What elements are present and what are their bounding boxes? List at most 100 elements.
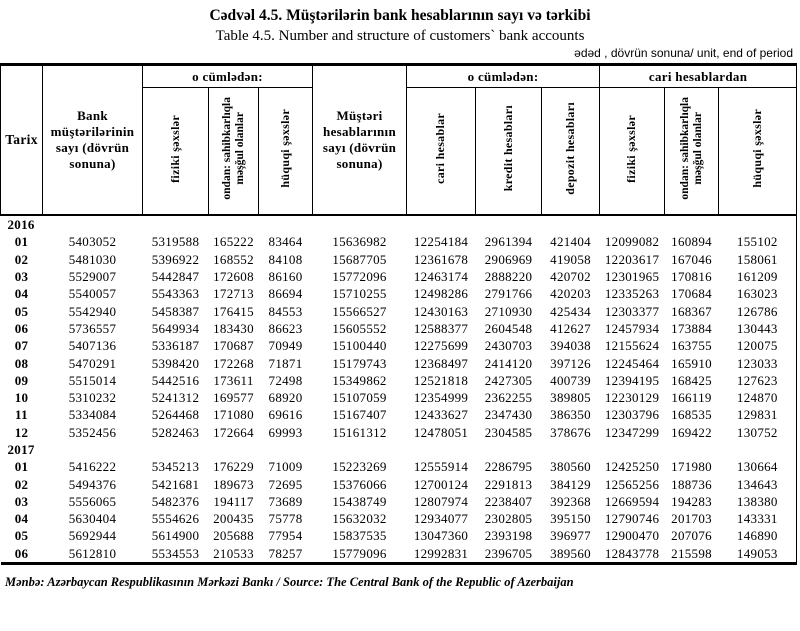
data-cell: 172664	[213, 424, 254, 440]
data-cell: 12230129	[604, 390, 660, 406]
data-cell: 421404	[550, 234, 591, 250]
data-cell: 15223269	[332, 459, 387, 475]
data-cell: 5482376	[151, 493, 200, 509]
data-cell: 2362255	[484, 390, 533, 406]
data-cell: 15100440	[332, 338, 387, 354]
data-cell: 188736	[671, 476, 712, 492]
column-header-individuals-2: fiziki şəxslər	[599, 87, 666, 216]
data-cell: 12254184	[413, 234, 469, 250]
data-cell: 194283	[671, 493, 712, 509]
data-cell: 5515014	[68, 372, 117, 388]
data-cell: 5554626	[151, 511, 200, 527]
data-cell: 78257	[268, 545, 303, 561]
data-cell: 84553	[268, 303, 303, 319]
data-cell: 378676	[550, 424, 591, 440]
rotated-label: fiziki şəxslər	[167, 114, 182, 183]
data-cell: 5403052	[68, 234, 117, 250]
data-cell: 149053	[718, 544, 798, 564]
data-cell: 123033	[718, 354, 798, 372]
data-cell: 2414120	[484, 355, 533, 371]
data-cell: 189673	[213, 476, 254, 492]
data-cell: 12303377	[604, 303, 660, 319]
data-cell: 12669594	[604, 493, 660, 509]
data-cell: 2291813	[484, 476, 533, 492]
data-row: 04 5540057 5543363 172713 86694 15710255 12498…	[1, 285, 798, 303]
data-cell: 170687	[213, 338, 254, 354]
data-cell: 2791766	[484, 286, 533, 302]
column-header-customer-accounts: Müştəri hesablarının sayı (dövrün sonuna…	[312, 64, 408, 216]
month-cell: 12	[14, 424, 29, 440]
data-cell: 15779096	[332, 545, 387, 561]
data-cell: 86623	[268, 320, 303, 336]
data-cell: 173884	[671, 320, 712, 336]
data-cell: 12843778	[604, 545, 660, 561]
month-cell: 04	[14, 286, 29, 302]
column-header-current-accounts: cari hesablar	[406, 87, 477, 216]
data-cell: 5345213	[151, 459, 200, 475]
month-cell: 06	[14, 545, 29, 561]
month-cell: 11	[15, 407, 28, 423]
data-cell: 86160	[268, 269, 303, 285]
month-cell: 01	[14, 459, 29, 475]
data-cell: 12790746	[604, 511, 660, 527]
data-row: 05 5542940 5458387 176415 84553 15566527 12430…	[1, 302, 798, 320]
data-cell: 5494376	[68, 476, 117, 492]
data-cell: 2906969	[484, 251, 533, 267]
data-cell: 172713	[213, 286, 254, 302]
data-cell: 170684	[671, 286, 712, 302]
data-cell: 15376066	[332, 476, 387, 492]
month-cell: 05	[14, 303, 29, 319]
column-header-legal-entities-1: hüquqi şəxslər	[257, 87, 314, 216]
data-cell: 5736557	[68, 320, 117, 336]
data-cell: 5398420	[151, 355, 200, 371]
data-cell: 130664	[718, 458, 798, 476]
data-cell: 12368497	[413, 355, 469, 371]
data-cell: 75778	[268, 511, 303, 527]
data-table: Tarix Bank müştərilərinin sayı (dövrün s…	[0, 63, 798, 565]
data-cell: 12433627	[413, 407, 469, 423]
data-row: 12 5352456 5282463 172664 69993 15161312 12478…	[1, 423, 798, 441]
data-cell: 392368	[550, 493, 591, 509]
data-cell: 161209	[718, 267, 798, 286]
data-cell: 12555914	[413, 459, 469, 475]
data-cell: 15605552	[332, 320, 387, 336]
column-header-deposit-accounts: depozit hesabları	[541, 87, 601, 216]
data-cell: 420203	[550, 286, 591, 302]
data-cell: 69616	[268, 407, 303, 423]
data-cell: 15566527	[332, 303, 387, 319]
data-cell: 126786	[718, 302, 798, 320]
data-cell: 412627	[550, 320, 591, 336]
month-cell: 02	[14, 251, 29, 267]
data-cell: 2427305	[484, 372, 533, 388]
column-header-individuals-1: fiziki şəxslər	[142, 87, 209, 216]
data-cell: 167046	[671, 251, 712, 267]
data-cell: 15349862	[332, 372, 387, 388]
data-cell: 425434	[550, 303, 591, 319]
page-subtitle-en: Table 4.5. Number and structure of custo…	[215, 28, 585, 44]
data-cell: 168535	[671, 407, 712, 423]
data-cell: 210533	[213, 545, 254, 561]
data-cell: 15837535	[332, 528, 387, 544]
data-cell: 5481030	[68, 251, 117, 267]
data-cell: 15161312	[332, 424, 387, 440]
data-cell: 5470291	[68, 355, 117, 371]
data-cell: 5540057	[68, 286, 117, 302]
rotated-label: fiziki şəxslər	[624, 114, 639, 183]
data-cell: 5529007	[68, 269, 117, 285]
data-cell: 386350	[550, 407, 591, 423]
data-cell: 5407136	[68, 338, 117, 354]
data-cell: 12361678	[413, 251, 469, 267]
data-cell: 394038	[550, 338, 591, 354]
data-cell: 5334084	[68, 407, 117, 423]
data-row: 03 5556065 5482376 194117 73689 15438749 12807…	[1, 492, 798, 511]
data-cell: 2302805	[484, 511, 533, 527]
data-cell: 68920	[268, 390, 303, 406]
data-cell: 169422	[671, 424, 712, 440]
data-cell: 12498286	[413, 286, 469, 302]
data-cell: 176415	[213, 303, 254, 319]
column-header-entrepreneurs-2: ondan: sahibkarlıqla məşğul olanlar	[664, 87, 720, 216]
data-cell: 15710255	[332, 286, 387, 302]
data-cell: 12425250	[604, 459, 660, 475]
data-row: 10 5310232 5241312 169577 68920 15107059 12354…	[1, 388, 798, 407]
data-cell: 384129	[550, 476, 591, 492]
